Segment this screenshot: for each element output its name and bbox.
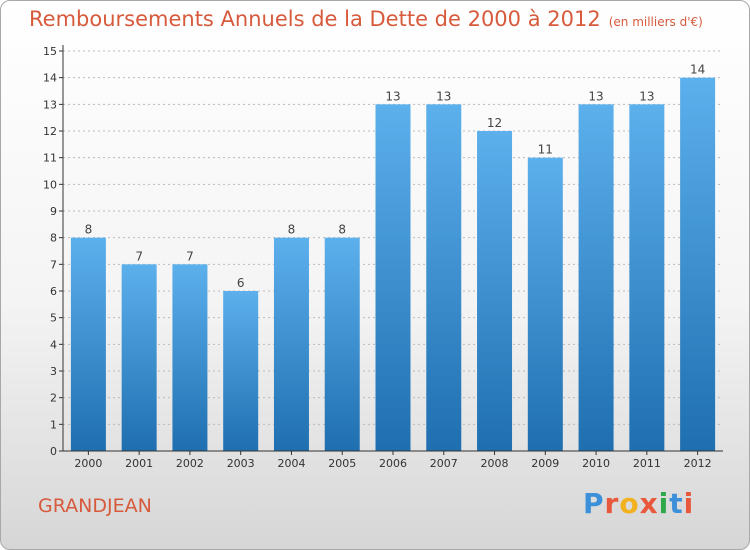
bars (70, 77, 716, 452)
bar (273, 237, 309, 451)
bar-value-label: 13 (639, 89, 654, 103)
bar-value-label: 13 (385, 89, 400, 103)
x-tick-label: 2000 (74, 457, 102, 470)
logo-letter: o (619, 487, 640, 520)
bar (426, 104, 462, 451)
y-tick-label: 3 (50, 365, 57, 378)
y-tick-label: 10 (43, 178, 57, 191)
bar-value-label: 7 (135, 249, 143, 263)
y-tick-label: 4 (50, 338, 57, 351)
y-tick-label: 9 (50, 205, 57, 218)
y-tick-label: 15 (43, 45, 57, 58)
logo-letter: x (639, 487, 659, 520)
logo-letter: r (604, 487, 620, 520)
commune-name: GRANDJEAN (38, 495, 152, 517)
bar (629, 104, 665, 451)
bar-value-label: 13 (588, 89, 603, 103)
bar (223, 291, 259, 451)
y-tick-label: 6 (50, 285, 57, 298)
y-tick-label: 1 (50, 418, 57, 431)
y-tick-label: 14 (43, 72, 57, 85)
y-tick-label: 11 (43, 152, 57, 165)
y-tick-label: 0 (50, 445, 57, 458)
bar (527, 157, 563, 451)
bar (172, 264, 208, 451)
chart-title: Remboursements Annuels de la Dette de 20… (29, 7, 703, 31)
y-tick-label: 12 (43, 125, 57, 138)
y-tick-label: 13 (43, 98, 57, 111)
bar (121, 264, 157, 451)
x-tick-label: 2008 (481, 457, 509, 470)
logo-letter: i (683, 487, 695, 520)
chart-subtitle: (en milliers d'€) (608, 15, 703, 29)
bar-value-label: 8 (85, 223, 93, 237)
x-tick-label: 2012 (684, 457, 712, 470)
x-tick-label: 2010 (582, 457, 610, 470)
bar-value-label: 6 (237, 276, 245, 290)
y-tick-label: 5 (50, 312, 57, 325)
x-tick-label: 2001 (125, 457, 153, 470)
x-tick-label: 2004 (277, 457, 305, 470)
bar-value-label: 11 (538, 143, 553, 157)
bar (324, 237, 360, 451)
bar (70, 237, 106, 451)
x-tick-label: 2007 (430, 457, 458, 470)
x-tick-label: 2003 (227, 457, 255, 470)
bar (680, 77, 716, 452)
x-tick-label: 2006 (379, 457, 407, 470)
bar (375, 104, 411, 451)
bar-value-label: 12 (487, 116, 502, 130)
logo-letter: P (583, 487, 605, 520)
bar (477, 131, 513, 451)
chart-title-text: Remboursements Annuels de la Dette de 20… (29, 7, 601, 31)
bar-value-label: 7 (186, 249, 194, 263)
x-tick-label: 2005 (328, 457, 356, 470)
y-tick-label: 7 (50, 258, 57, 271)
axes (59, 45, 723, 455)
proxiti-logo: Proxiti (583, 487, 694, 520)
labels: 0123456789101112131415820007200172002620… (43, 45, 712, 470)
x-tick-label: 2011 (633, 457, 661, 470)
logo-letter: t (669, 487, 684, 520)
logo-letter: i (658, 487, 670, 520)
x-tick-label: 2009 (531, 457, 559, 470)
bar-value-label: 8 (338, 223, 346, 237)
bar (578, 104, 614, 451)
y-tick-label: 8 (50, 232, 57, 245)
y-tick-label: 2 (50, 392, 57, 405)
x-tick-label: 2002 (176, 457, 204, 470)
bar-value-label: 13 (436, 89, 451, 103)
bar-value-label: 14 (690, 63, 705, 77)
bar-value-label: 8 (288, 223, 296, 237)
